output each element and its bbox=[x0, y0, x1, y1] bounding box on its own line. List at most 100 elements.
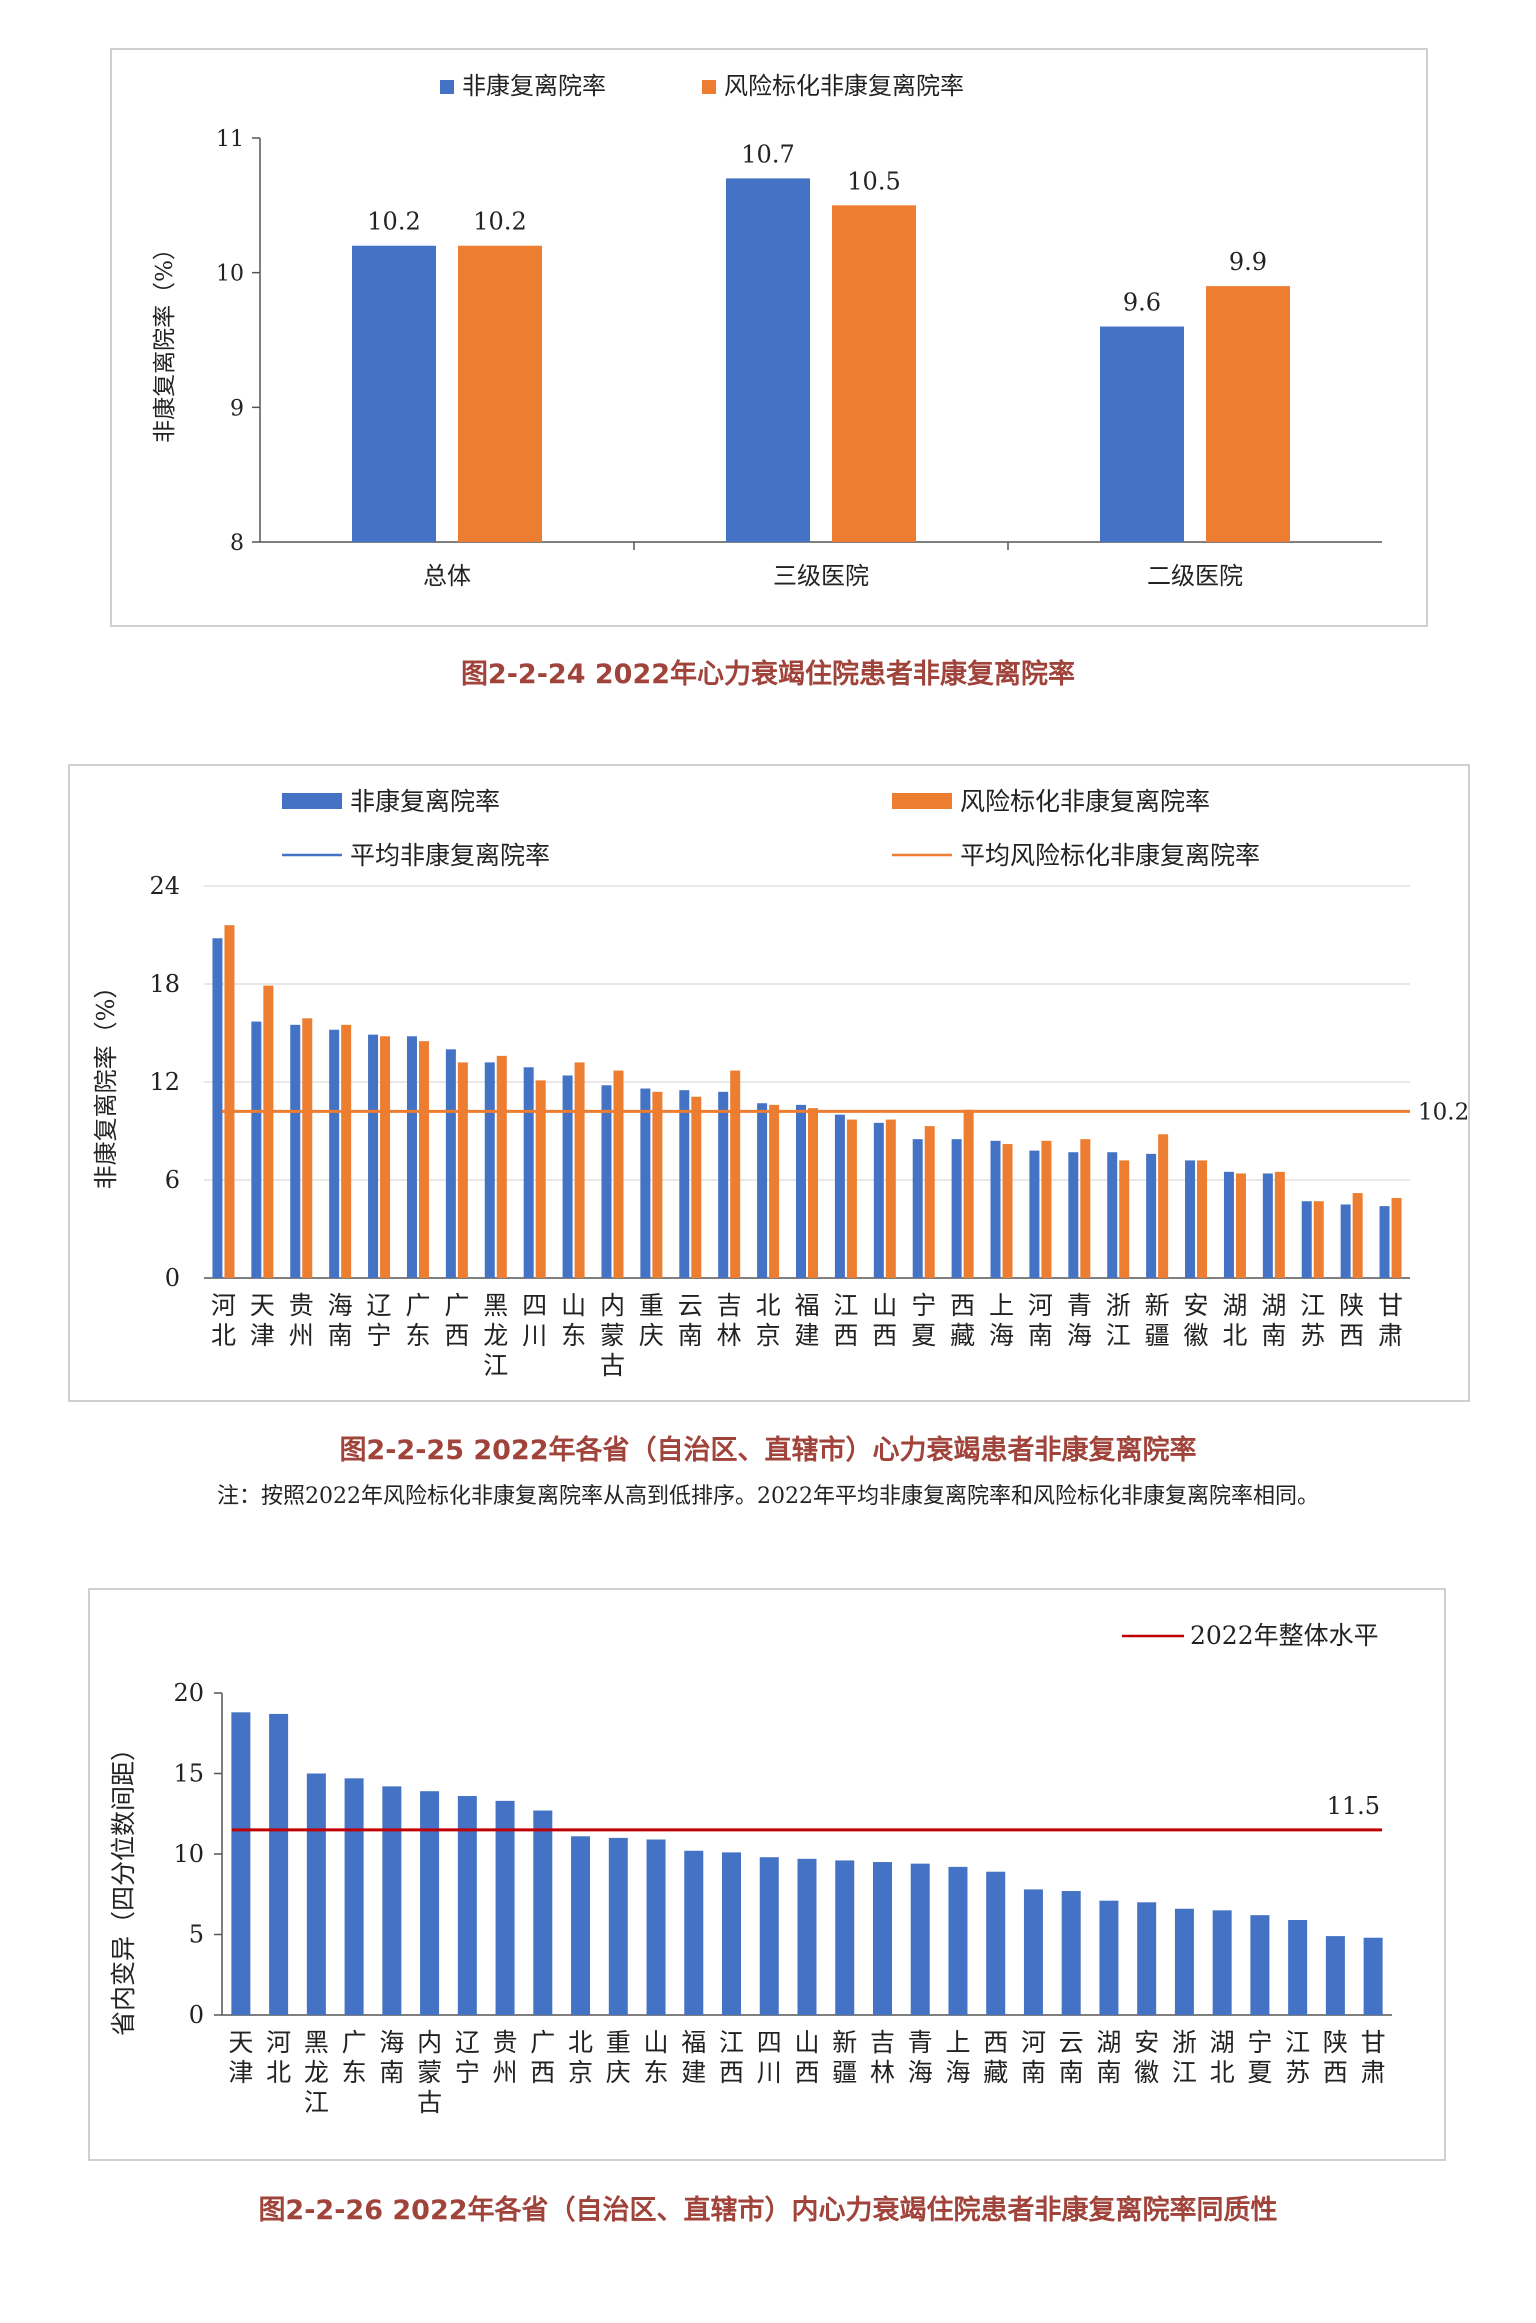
x-tick-label: 总体 bbox=[423, 562, 471, 590]
bar-iqr bbox=[344, 1778, 364, 2015]
x-tick-label: 西 bbox=[872, 1321, 897, 1350]
bar-iqr bbox=[382, 1786, 402, 2015]
x-tick-label: 宁 bbox=[1247, 2028, 1272, 2057]
data-label: 9.9 bbox=[1229, 248, 1267, 276]
x-tick-label: 南 bbox=[678, 1321, 703, 1350]
bar-risk-adjusted bbox=[1206, 286, 1290, 542]
y-tick-label: 10 bbox=[216, 262, 244, 287]
x-tick-label: 贵 bbox=[289, 1291, 314, 1320]
y-tick-label: 20 bbox=[173, 1679, 204, 1707]
bar-unrecovered bbox=[251, 1021, 262, 1278]
x-tick-label: 林 bbox=[870, 2058, 895, 2087]
bar-risk-adjusted bbox=[458, 245, 542, 542]
bar-risk-adjusted bbox=[574, 1062, 585, 1278]
x-tick-label: 四 bbox=[522, 1291, 547, 1320]
chart-1-svg: 非康复离院率 风险标化非康复离院率 8 9 10 11 非康复离院率（%） 总体 10.2 10.… bbox=[152, 72, 1382, 590]
bar-unrecovered bbox=[679, 1090, 690, 1278]
bar-iqr bbox=[759, 1857, 779, 2015]
bar-iqr bbox=[231, 1712, 251, 2015]
x-tick-label: 安 bbox=[1134, 2028, 1159, 2057]
bar-unrecovered bbox=[329, 1029, 340, 1278]
x-tick-label: 海 bbox=[379, 2028, 404, 2057]
bar-unrecovered bbox=[601, 1085, 612, 1278]
bar-iqr bbox=[1023, 1889, 1043, 2015]
x-tick-label: 古 bbox=[600, 1351, 625, 1380]
bar-risk-adjusted bbox=[1002, 1144, 1013, 1278]
y-tick-label: 24 bbox=[149, 872, 180, 900]
x-tick-label: 河 bbox=[211, 1291, 236, 1320]
x-tick-label: 安 bbox=[1184, 1291, 1209, 1320]
bar-iqr bbox=[269, 1713, 289, 2015]
bar-iqr bbox=[646, 1839, 666, 2015]
bar-iqr bbox=[1174, 1908, 1194, 2015]
x-tick-label: 黑 bbox=[483, 1291, 508, 1320]
bar-risk-adjusted bbox=[808, 1108, 818, 1278]
bar-unrecovered bbox=[1029, 1150, 1040, 1278]
x-tick-label: 州 bbox=[493, 2058, 518, 2087]
x-tick-label: 海 bbox=[328, 1291, 353, 1320]
x-tick-label: 蒙 bbox=[600, 1321, 625, 1350]
x-tick-label: 建 bbox=[794, 1321, 819, 1350]
bar-unrecovered bbox=[406, 1036, 417, 1278]
legend-label-1: 非康复离院率 bbox=[462, 72, 606, 100]
x-tick-label: 海 bbox=[989, 1321, 1014, 1350]
x-tick-label: 西 bbox=[833, 1321, 858, 1350]
y-tick-label: 9 bbox=[230, 396, 244, 421]
x-tick-label: 蒙 bbox=[417, 2058, 442, 2087]
bar-iqr bbox=[457, 1796, 477, 2015]
x-tick-label: 津 bbox=[250, 1321, 275, 1350]
bar-unrecovered bbox=[873, 1122, 884, 1278]
x-tick-label: 江 bbox=[1172, 2058, 1197, 2087]
bar-iqr bbox=[1325, 1936, 1345, 2015]
bar-risk-adjusted bbox=[302, 1018, 313, 1278]
x-tick-label: 北 bbox=[211, 1321, 236, 1350]
bar-risk-adjusted bbox=[963, 1109, 974, 1278]
bar-unrecovered bbox=[1301, 1201, 1312, 1278]
x-tick-label: 江 bbox=[1106, 1321, 1131, 1350]
bar-iqr bbox=[495, 1800, 515, 2015]
x-tick-label: 肃 bbox=[1361, 2058, 1386, 2087]
x-tick-label: 疆 bbox=[832, 2058, 857, 2087]
bar-risk-adjusted bbox=[457, 1062, 468, 1278]
x-tick-label: 北 bbox=[568, 2028, 593, 2057]
x-tick-label: 西 bbox=[983, 2028, 1008, 2057]
x-tick-label: 山 bbox=[561, 1291, 586, 1320]
data-label: 10.5 bbox=[847, 167, 900, 195]
bar-unrecovered bbox=[368, 1034, 379, 1278]
bar-risk-adjusted bbox=[1197, 1160, 1208, 1278]
legend-swatch-2 bbox=[702, 80, 716, 94]
x-tick-label: 湖 bbox=[1096, 2028, 1121, 2057]
overall-level-label: 11.5 bbox=[1327, 1792, 1380, 1820]
bar-unrecovered bbox=[1379, 1206, 1390, 1278]
bar-unrecovered bbox=[445, 1049, 456, 1278]
y-tick-label: 12 bbox=[149, 1068, 180, 1096]
bar-iqr bbox=[948, 1866, 968, 2015]
x-tick-label: 宁 bbox=[367, 1321, 392, 1350]
bar-risk-adjusted bbox=[1041, 1140, 1052, 1278]
x-tick-label: 苏 bbox=[1300, 1321, 1325, 1350]
bar-iqr bbox=[1250, 1915, 1270, 2015]
y-tick-label: 0 bbox=[165, 1264, 180, 1292]
x-tick-label: 京 bbox=[568, 2058, 593, 2087]
x-tick-label: 青 bbox=[1067, 1291, 1092, 1320]
x-tick-label: 甘 bbox=[1378, 1291, 1403, 1320]
average-line-label: 10.2 bbox=[1418, 1099, 1468, 1125]
x-tick-label: 贵 bbox=[493, 2028, 518, 2057]
x-tick-label: 藏 bbox=[950, 1321, 975, 1350]
x-tick-label: 南 bbox=[1059, 2058, 1084, 2087]
bar-unrecovered bbox=[640, 1088, 651, 1278]
bar-unrecovered bbox=[757, 1103, 768, 1278]
bar-unrecovered bbox=[1068, 1152, 1079, 1278]
x-tick-label: 海 bbox=[1067, 1321, 1092, 1350]
bar-iqr bbox=[1061, 1891, 1081, 2015]
bar-risk-adjusted bbox=[652, 1091, 663, 1278]
x-tick-label: 东 bbox=[644, 2058, 669, 2087]
figure-caption-3: 图2-2-26 2022年各省（自治区、直辖市）内心力衰竭住院患者非康复离院率同… bbox=[258, 2195, 1278, 2226]
x-tick-label: 建 bbox=[681, 2058, 706, 2087]
x-tick-label: 苏 bbox=[1285, 2058, 1310, 2087]
bar-iqr bbox=[608, 1837, 628, 2015]
bar-unrecovered bbox=[912, 1139, 923, 1278]
x-tick-label: 东 bbox=[342, 2058, 367, 2087]
figure-caption-1: 图2-2-24 2022年心力衰竭住院患者非康复离院率 bbox=[460, 659, 1076, 690]
x-tick-label: 海 bbox=[945, 2058, 970, 2087]
